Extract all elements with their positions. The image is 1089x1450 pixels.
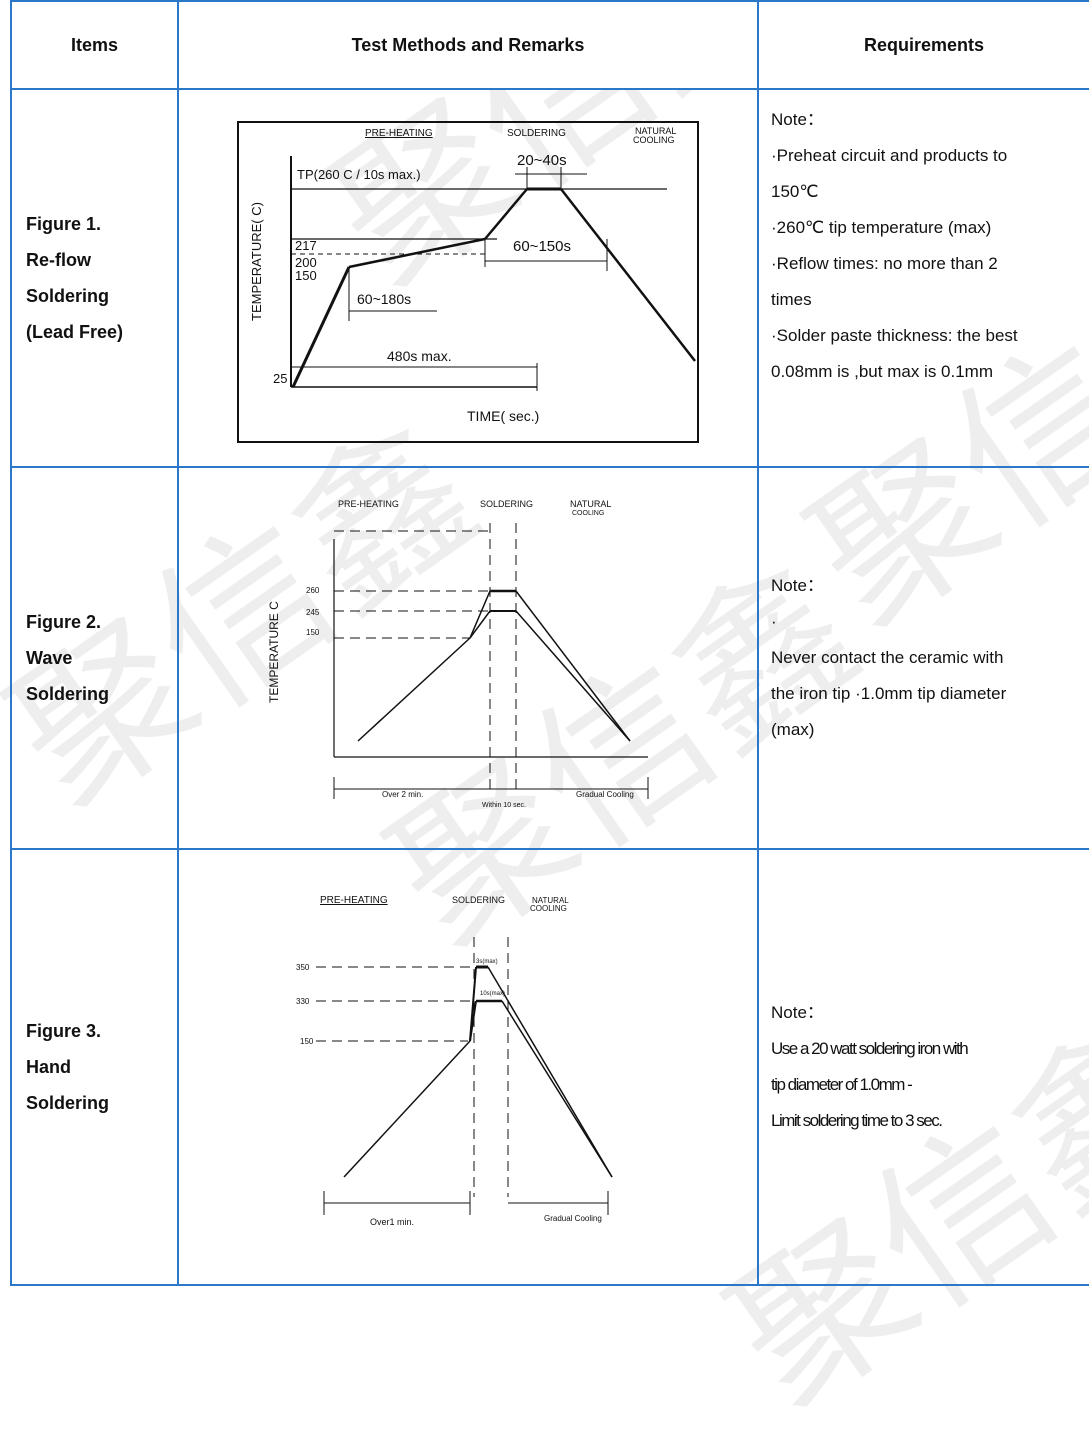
table-row: Figure 1. Re-flow Soldering (Lead Free) … bbox=[10, 88, 1089, 468]
header-requirements: Requirements bbox=[757, 0, 1089, 90]
item-line: (Lead Free) bbox=[26, 322, 124, 342]
requirement-line: 150℃ bbox=[771, 182, 819, 201]
requirement-line: (max) bbox=[771, 720, 815, 739]
item-line: Re-flow bbox=[26, 250, 91, 270]
label-150: 150 bbox=[295, 268, 317, 283]
requirement-line: Note： bbox=[771, 576, 824, 595]
requirements-cell: Note： Use a 20 watt soldering iron with … bbox=[757, 848, 1089, 1286]
label-natural: NATURAL bbox=[635, 126, 676, 136]
label-pre-heating: PRE-HEATING bbox=[338, 499, 399, 509]
label-cooling: COOLING bbox=[633, 135, 675, 145]
requirement-line: Never contact the ceramic with bbox=[771, 648, 1004, 667]
label-cooling: COOLING bbox=[572, 510, 604, 517]
figure-cell: PRE-HEATING SOLDERING NATURAL COOLING 20… bbox=[177, 88, 759, 468]
label-duration-mid: 60~150s bbox=[513, 238, 571, 255]
requirement-line: the iron tip ·1.0mm tip diameter bbox=[771, 684, 1007, 703]
requirement-line: ·260℃ tip temperature (max) bbox=[771, 218, 992, 237]
label-over-time: Over1 min. bbox=[370, 1217, 414, 1227]
label-gradual-cooling: Gradual Cooling bbox=[544, 1214, 602, 1223]
label-gradual-cooling: Gradual Cooling bbox=[576, 790, 634, 799]
requirement-line: ·Reflow times: no more than 2 bbox=[771, 254, 998, 273]
item-cell: Figure 2. Wave Soldering bbox=[10, 466, 179, 850]
requirement-line: times bbox=[771, 290, 812, 309]
label-10s-max: 10s(max) bbox=[480, 991, 505, 997]
label-25: 25 bbox=[273, 371, 287, 386]
label-tp: TP(260 C / 10s max.) bbox=[297, 167, 421, 182]
label-temperature-axis: TEMPERATURE( C) bbox=[249, 202, 264, 321]
label-over-time: Over 2 min. bbox=[382, 790, 423, 799]
header-test-methods: Test Methods and Remarks bbox=[177, 0, 759, 90]
label-217: 217 bbox=[295, 238, 317, 253]
label-soldering: SOLDERING bbox=[452, 895, 505, 905]
soldering-spec-table: Items Test Methods and Remarks Requireme… bbox=[10, 0, 1089, 1286]
table-row: Figure 2. Wave Soldering PRE-HEATING SOL… bbox=[10, 466, 1089, 850]
requirement-line: ·Solder paste thickness: the best bbox=[771, 326, 1018, 345]
label-natural: NATURAL bbox=[570, 499, 611, 509]
label-temperature-axis: TEMPERATURE C bbox=[267, 601, 281, 703]
label-cooling: COOLING bbox=[530, 904, 567, 913]
table-header-row: Items Test Methods and Remarks Requireme… bbox=[10, 0, 1089, 90]
label-150: 150 bbox=[300, 1037, 314, 1046]
item-line: Soldering bbox=[26, 286, 110, 306]
label-150: 150 bbox=[306, 628, 320, 637]
requirement-line: Note： bbox=[771, 110, 824, 129]
item-line: Hand bbox=[26, 1057, 71, 1077]
header-items: Items bbox=[10, 0, 179, 90]
figure-cell: PRE-HEATING SOLDERING NATURAL COOLING 35… bbox=[177, 848, 759, 1286]
item-line: Figure 1. bbox=[26, 214, 102, 234]
wave-profile-figure: PRE-HEATING SOLDERING NATURAL COOLING 26… bbox=[267, 499, 649, 809]
requirement-line: ·Preheat circuit and products to bbox=[771, 146, 1008, 165]
item-cell: Figure 1. Re-flow Soldering (Lead Free) bbox=[10, 88, 179, 468]
requirement-line: · bbox=[771, 612, 777, 631]
label-duration-total: 480s max. bbox=[387, 348, 452, 364]
label-duration-peak: 20~40s bbox=[517, 152, 567, 169]
requirements-cell: Note： ·Preheat circuit and products to 1… bbox=[757, 88, 1089, 468]
item-cell: Figure 3. Hand Soldering bbox=[10, 848, 179, 1286]
label-pre-heating: PRE-HEATING bbox=[320, 895, 388, 906]
requirement-line: Limit soldering time to 3 sec. bbox=[771, 1111, 943, 1130]
requirements-cell: Note： · Never contact the ceramic with t… bbox=[757, 466, 1089, 850]
reflow-profile-figure: PRE-HEATING SOLDERING NATURAL COOLING 20… bbox=[237, 121, 699, 443]
table-row: Figure 3. Hand Soldering PRE-HEATING SOL… bbox=[10, 848, 1089, 1286]
figure-cell: PRE-HEATING SOLDERING NATURAL COOLING 26… bbox=[177, 466, 759, 850]
item-line: Figure 2. bbox=[26, 612, 102, 632]
hand-soldering-profile-figure: PRE-HEATING SOLDERING NATURAL COOLING 35… bbox=[296, 895, 613, 1227]
label-260: 260 bbox=[306, 586, 320, 595]
label-natural: NATURAL bbox=[532, 896, 569, 905]
label-within-time: Within 10 sec. bbox=[482, 802, 526, 809]
requirement-line: 0.08mm is ,but max is 0.1mm bbox=[771, 362, 994, 381]
item-line: Wave bbox=[26, 648, 73, 668]
requirement-line: Note： bbox=[771, 1003, 824, 1022]
label-soldering: SOLDERING bbox=[507, 128, 566, 139]
requirement-line: Use a 20 watt soldering iron with bbox=[771, 1039, 969, 1058]
label-time-axis: TIME( sec.) bbox=[467, 408, 539, 424]
label-3s-max: 3s(max) bbox=[476, 959, 498, 965]
label-200: 200 bbox=[295, 255, 317, 270]
requirement-line: tip diameter of 1.0mm - bbox=[771, 1075, 913, 1094]
item-line: Soldering bbox=[26, 684, 110, 704]
item-line: Soldering bbox=[26, 1093, 110, 1113]
item-line: Figure 3. bbox=[26, 1021, 102, 1041]
label-soldering: SOLDERING bbox=[480, 499, 533, 509]
label-duration-pre: 60~180s bbox=[357, 291, 411, 307]
label-330: 330 bbox=[296, 997, 310, 1006]
label-245: 245 bbox=[306, 608, 320, 617]
label-pre-heating: PRE-HEATING bbox=[365, 128, 433, 139]
label-350: 350 bbox=[296, 963, 310, 972]
